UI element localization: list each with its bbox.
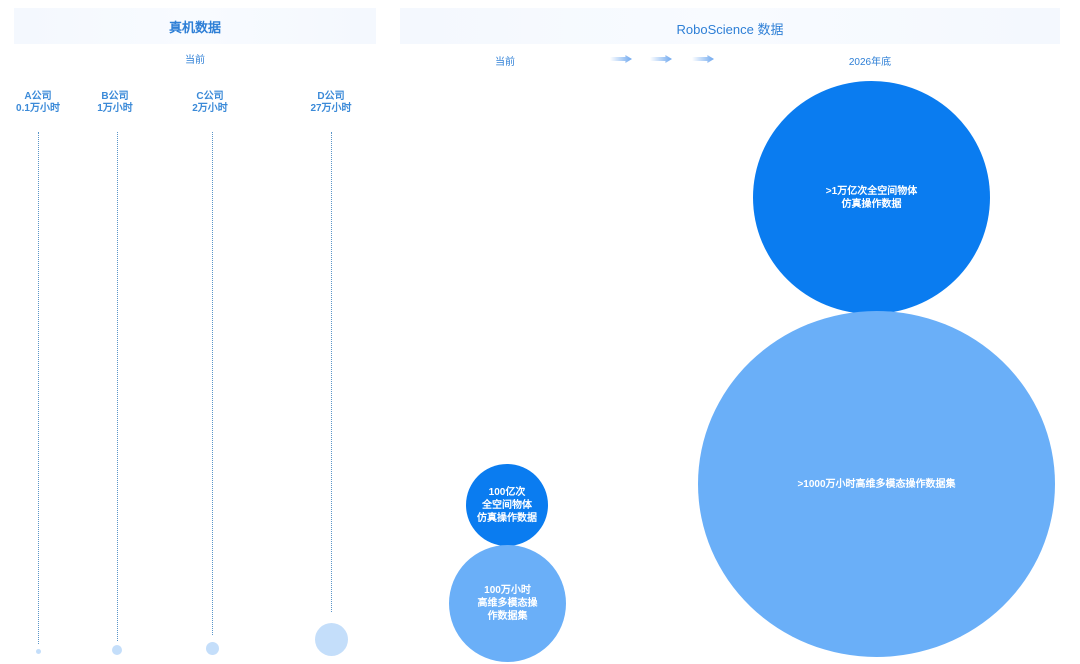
roboscience-title: RoboScience 数据 [676,22,784,37]
company-value: 27万小时 [310,103,352,114]
dotted-line-c [212,132,213,635]
dotted-line-b [117,132,118,641]
company-value: 1万小时 [97,103,133,114]
company-d: D公司 27万小时 [296,91,366,115]
bubble-a [36,649,41,654]
dotted-line-d [331,132,332,612]
company-b: B公司 1万小时 [80,91,150,115]
real-data-title: 真机数据 [168,20,221,35]
now-sim-bubble: 100亿次 全空间物体 仿真操作数据 [466,464,548,546]
dotted-line-a [38,132,39,644]
company-value: 2万小时 [192,103,228,114]
bubble-b [112,645,122,655]
roboscience-header [400,8,1060,44]
arrow-icon [692,55,714,63]
company-name: B公司 [101,91,129,102]
period-future: 2026年底 [848,57,892,68]
arrow-icon [610,55,632,63]
company-a: A公司 0.1万小时 [3,91,73,115]
now-real-bubble: 100万小时 高维多模态操 作数据集 [449,545,566,662]
bubble-d [315,623,348,656]
future-sim-bubble: >1万亿次全空间物体 仿真操作数据 [753,81,990,314]
now-real-label: 100万小时 高维多模态操 作数据集 [477,585,538,622]
future-real-bubble: >1000万小时高维多模态操作数据集 [698,311,1055,657]
future-sim-label: >1万亿次全空间物体 仿真操作数据 [825,185,918,210]
company-name: D公司 [317,91,345,102]
period-now: 当前 [495,57,515,68]
company-c: C公司 2万小时 [175,91,245,115]
company-value: 0.1万小时 [16,103,60,114]
real-data-period: 当前 [185,55,205,66]
company-name: A公司 [24,91,52,102]
real-data-header [14,8,376,44]
bubble-c [206,642,219,655]
arrow-icon [650,55,672,63]
company-name: C公司 [196,91,224,102]
future-real-label: >1000万小时高维多模态操作数据集 [797,478,956,490]
now-sim-label: 100亿次 全空间物体 仿真操作数据 [477,486,537,524]
